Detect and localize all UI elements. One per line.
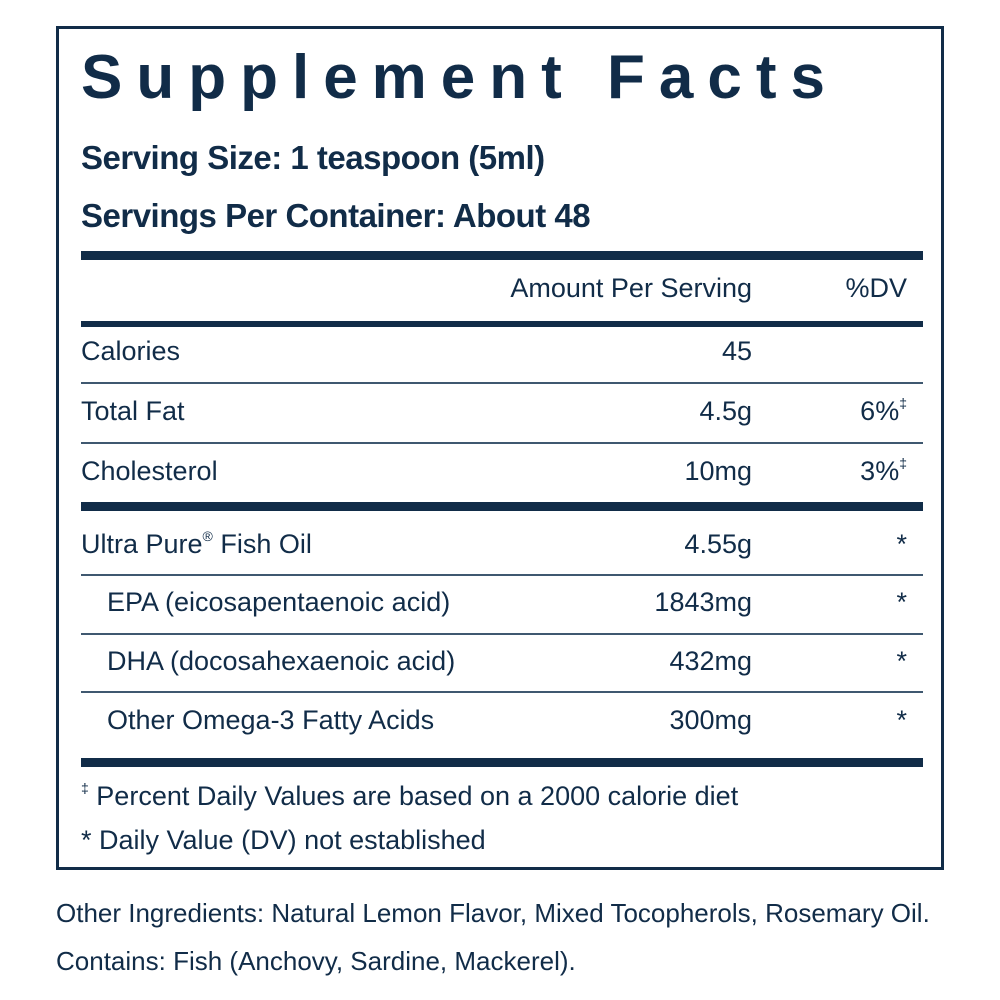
ingredient-amount: 432mg xyxy=(669,646,752,676)
footnote-dv-basis-text: Percent Daily Values are based on a 2000… xyxy=(88,781,739,811)
ingredient-name: EPA (eicosapentaenoic acid) xyxy=(107,587,451,617)
header-amount: Amount Per Serving xyxy=(510,273,752,303)
ingredient-amount: 300mg xyxy=(669,705,752,735)
ingredient-name: Ultra Pure® Fish Oil xyxy=(81,528,312,559)
nutrient-dv: 3%‡ xyxy=(860,455,907,486)
ingredient-name-text: Ultra Pure xyxy=(81,529,203,559)
row-divider xyxy=(81,382,923,384)
dv-value: 6% xyxy=(860,396,900,426)
nutrient-name: Total Fat xyxy=(81,396,185,426)
footnote-dv-basis: ‡ Percent Daily Values are based on a 20… xyxy=(81,780,739,811)
ingredient-dv: * xyxy=(896,529,907,559)
nutrient-name: Calories xyxy=(81,336,181,366)
divider-thick xyxy=(81,758,923,767)
registered-mark: ® xyxy=(202,528,213,544)
row-divider xyxy=(81,691,923,693)
divider-header xyxy=(81,321,923,327)
other-ingredients: Other Ingredients: Natural Lemon Flavor,… xyxy=(56,898,930,928)
ingredient-dv: * xyxy=(896,587,907,617)
nutrient-amount: 4.5g xyxy=(699,396,752,426)
serving-size: Serving Size: 1 teaspoon (5ml) xyxy=(81,139,545,176)
allergen-contains: Contains: Fish (Anchovy, Sardine, Macker… xyxy=(56,946,576,976)
row-divider xyxy=(81,442,923,444)
header-dv: %DV xyxy=(845,273,907,303)
ingredient-amount: 1843mg xyxy=(654,587,752,617)
ingredient-dv: * xyxy=(896,646,907,676)
ingredient-name: Other Omega-3 Fatty Acids xyxy=(107,705,435,735)
nutrient-dv: 6%‡ xyxy=(860,395,907,426)
servings-per-container: Servings Per Container: About 48 xyxy=(81,197,591,234)
dv-footnote-mark: ‡ xyxy=(899,455,907,471)
ingredient-dv: * xyxy=(896,705,907,735)
panel-title: Supplement Facts xyxy=(81,43,839,112)
nutrient-amount: 10mg xyxy=(684,456,752,486)
ingredient-name: DHA (docosahexaenoic acid) xyxy=(107,646,456,676)
ingredient-name-rest: Fish Oil xyxy=(212,529,312,559)
supplement-facts-panel: Supplement Facts Serving Size: 1 teaspoo… xyxy=(56,26,944,870)
divider-thick xyxy=(81,502,923,511)
dv-value: 3% xyxy=(860,456,900,486)
ingredient-amount: 4.55g xyxy=(684,529,752,559)
row-divider xyxy=(81,633,923,635)
dv-footnote-mark: ‡ xyxy=(899,395,907,411)
footnote-not-established: * Daily Value (DV) not established xyxy=(81,825,486,855)
double-dagger-mark: ‡ xyxy=(81,780,89,796)
nutrient-name: Cholesterol xyxy=(81,456,218,486)
row-divider xyxy=(81,574,923,576)
divider-thick xyxy=(81,251,923,260)
nutrient-amount: 45 xyxy=(721,336,752,366)
